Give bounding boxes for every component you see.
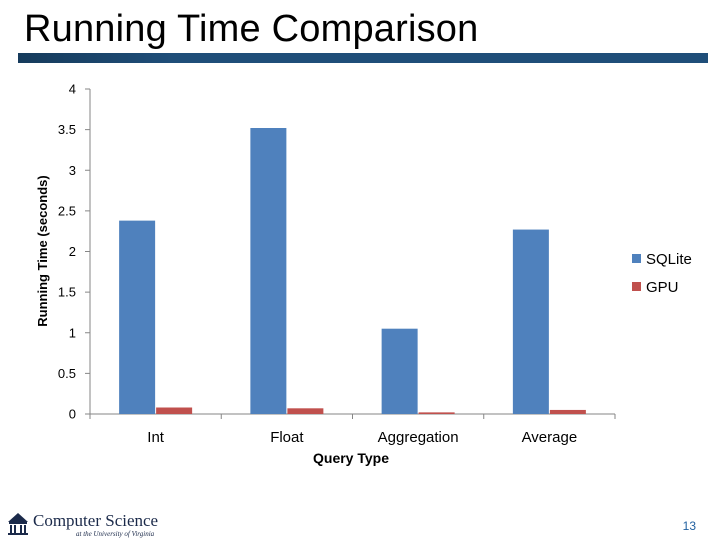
chart-bars	[119, 128, 586, 414]
bar-gpu-aggregation	[418, 412, 455, 414]
title-rule-accent	[18, 53, 173, 63]
y-tick-label: 2.5	[58, 203, 76, 218]
logo-tagline: at the University of Virginia	[76, 530, 155, 538]
y-tick-label: 1.5	[58, 285, 76, 300]
y-tick-label: 1	[69, 325, 76, 340]
bar-sqlite-int	[119, 220, 156, 414]
y-tick-label: 4	[69, 82, 76, 97]
x-category-label: Average	[522, 429, 578, 446]
bar-gpu-average	[549, 409, 586, 414]
y-axis-title: Running Time (seconds)	[35, 175, 50, 326]
bar-sqlite-aggregation	[381, 328, 418, 414]
title-rule	[18, 53, 708, 63]
legend-swatch-sqlite	[632, 254, 641, 263]
chart-labels: 0 0.5 1 1.5 2 2.5 3 3.5 4 Int Float Aggregation Aver…	[35, 82, 577, 467]
slide-title: Running Time Comparison	[24, 8, 479, 50]
y-tick-label: 0	[69, 407, 76, 422]
x-axis-title: Query Type	[313, 450, 389, 466]
chart-legend: SQLite GPU	[632, 251, 692, 296]
y-tick-label: 2	[69, 244, 76, 259]
bar-sqlite-float	[250, 128, 287, 414]
y-tick-label: 3.5	[58, 122, 76, 137]
legend-label-sqlite: SQLite	[646, 251, 692, 268]
x-category-label: Aggregation	[378, 429, 459, 446]
legend-label-gpu: GPU	[646, 279, 679, 296]
y-tick-label: 0.5	[58, 366, 76, 381]
x-category-label: Float	[270, 429, 304, 446]
university-logo: Computer Science at the University of Vi…	[6, 508, 196, 538]
legend-swatch-gpu	[632, 282, 641, 291]
x-category-label: Int	[147, 429, 165, 446]
bar-gpu-int	[156, 407, 193, 414]
bar-sqlite-average	[512, 229, 549, 414]
page-number: 13	[682, 519, 696, 533]
rotunda-seal-icon	[8, 513, 28, 535]
logo-wordmark: Computer Science	[33, 511, 159, 530]
bar-gpu-float	[287, 408, 324, 414]
y-tick-label: 3	[69, 163, 76, 178]
